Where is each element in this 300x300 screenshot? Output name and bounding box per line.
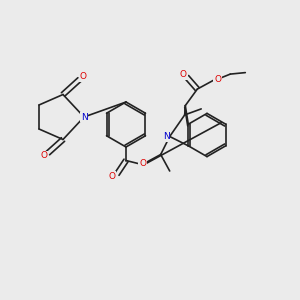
Text: O: O [180,70,187,79]
Text: O: O [139,159,146,168]
Text: O: O [108,172,115,181]
Text: N: N [81,112,87,122]
Text: O: O [40,152,47,160]
Text: O: O [214,75,221,84]
Text: N: N [163,132,170,141]
Text: O: O [80,72,87,81]
